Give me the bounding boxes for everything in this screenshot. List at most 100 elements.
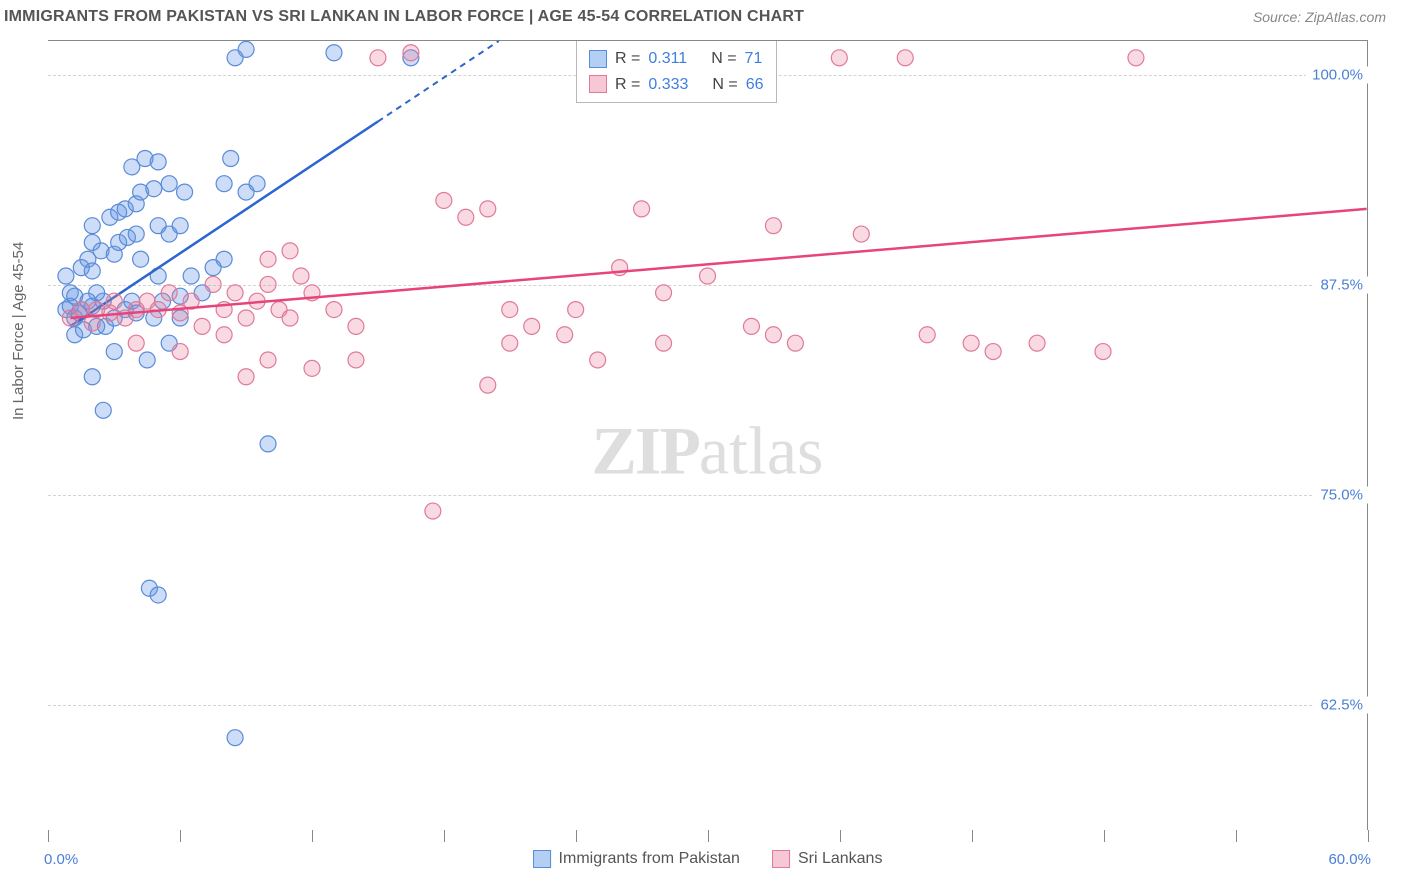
scatter-point-pakistan bbox=[139, 352, 155, 368]
scatter-point-srilanka bbox=[73, 302, 89, 318]
scatter-point-srilanka bbox=[524, 318, 540, 334]
scatter-point-srilanka bbox=[480, 377, 496, 393]
scatter-point-srilanka bbox=[106, 293, 122, 309]
scatter-point-srilanka bbox=[172, 344, 188, 360]
scatter-point-srilanka bbox=[238, 310, 254, 326]
scatter-point-srilanka bbox=[260, 276, 276, 292]
scatter-point-srilanka bbox=[348, 318, 364, 334]
x-tick bbox=[444, 830, 445, 842]
scatter-point-srilanka bbox=[656, 285, 672, 301]
n-label: N = bbox=[711, 46, 736, 72]
scatter-point-srilanka bbox=[765, 327, 781, 343]
r-value-srilanka: 0.333 bbox=[648, 72, 688, 98]
x-tick bbox=[48, 830, 49, 842]
scatter-point-srilanka bbox=[458, 209, 474, 225]
scatter-point-srilanka bbox=[787, 335, 803, 351]
scatter-point-pakistan bbox=[326, 45, 342, 61]
swatch-srilanka bbox=[589, 75, 607, 93]
swatch-pakistan bbox=[589, 50, 607, 68]
n-label: N = bbox=[712, 72, 737, 98]
scatter-point-pakistan bbox=[84, 218, 100, 234]
stats-row-pakistan: R = 0.311 N = 71 bbox=[589, 46, 764, 72]
n-value-pakistan: 71 bbox=[745, 46, 763, 72]
bottom-legend: Immigrants from PakistanSri Lankans bbox=[533, 850, 883, 868]
legend-swatch-pakistan bbox=[533, 850, 551, 868]
scatter-point-pakistan bbox=[238, 41, 254, 57]
scatter-point-srilanka bbox=[963, 335, 979, 351]
x-tick bbox=[840, 830, 841, 842]
scatter-point-srilanka bbox=[985, 344, 1001, 360]
scatter-point-srilanka bbox=[919, 327, 935, 343]
scatter-point-srilanka bbox=[293, 268, 309, 284]
scatter-point-srilanka bbox=[853, 226, 869, 242]
scatter-point-srilanka bbox=[238, 369, 254, 385]
scatter-point-srilanka bbox=[590, 352, 606, 368]
scatter-point-pakistan bbox=[249, 176, 265, 192]
scatter-point-srilanka bbox=[502, 335, 518, 351]
scatter-point-srilanka bbox=[502, 302, 518, 318]
trend-line-dashed-pakistan bbox=[378, 41, 499, 121]
scatter-point-srilanka bbox=[1128, 50, 1144, 66]
legend-swatch-srilanka bbox=[772, 850, 790, 868]
scatter-point-pakistan bbox=[205, 260, 221, 276]
scatter-point-srilanka bbox=[260, 352, 276, 368]
legend-item-srilanka: Sri Lankans bbox=[772, 850, 883, 868]
scatter-point-srilanka bbox=[656, 335, 672, 351]
scatter-point-srilanka bbox=[425, 503, 441, 519]
y-tick-label: 75.0% bbox=[1314, 486, 1369, 503]
scatter-point-pakistan bbox=[106, 344, 122, 360]
legend-label-srilanka: Sri Lankans bbox=[798, 850, 883, 868]
scatter-point-pakistan bbox=[227, 730, 243, 746]
scatter-point-pakistan bbox=[128, 226, 144, 242]
scatter-svg bbox=[48, 41, 1367, 830]
y-tick-label: 100.0% bbox=[1306, 66, 1369, 83]
scatter-point-srilanka bbox=[568, 302, 584, 318]
scatter-point-pakistan bbox=[161, 176, 177, 192]
scatter-point-srilanka bbox=[194, 318, 210, 334]
scatter-point-srilanka bbox=[282, 243, 298, 259]
x-axis-max-label: 60.0% bbox=[1328, 851, 1371, 868]
scatter-point-srilanka bbox=[634, 201, 650, 217]
scatter-point-srilanka bbox=[765, 218, 781, 234]
chart-title: IMMIGRANTS FROM PAKISTAN VS SRI LANKAN I… bbox=[4, 8, 804, 26]
scatter-point-srilanka bbox=[436, 192, 452, 208]
x-tick bbox=[1236, 830, 1237, 842]
scatter-point-srilanka bbox=[205, 276, 221, 292]
y-tick-label: 62.5% bbox=[1314, 696, 1369, 713]
scatter-point-srilanka bbox=[831, 50, 847, 66]
scatter-point-pakistan bbox=[223, 151, 239, 167]
scatter-point-srilanka bbox=[897, 50, 913, 66]
scatter-point-srilanka bbox=[282, 310, 298, 326]
scatter-point-srilanka bbox=[370, 50, 386, 66]
scatter-point-srilanka bbox=[1095, 344, 1111, 360]
scatter-point-srilanka bbox=[128, 335, 144, 351]
x-axis-min-label: 0.0% bbox=[44, 851, 78, 868]
scatter-point-srilanka bbox=[304, 360, 320, 376]
scatter-point-pakistan bbox=[183, 268, 199, 284]
chart-plot-area: ZIPatlas R = 0.311N = 71R = 0.333N = 66 … bbox=[48, 40, 1368, 830]
n-value-srilanka: 66 bbox=[746, 72, 764, 98]
scatter-point-pakistan bbox=[216, 176, 232, 192]
r-label: R = bbox=[615, 72, 640, 98]
x-tick bbox=[312, 830, 313, 842]
scatter-point-srilanka bbox=[743, 318, 759, 334]
scatter-point-srilanka bbox=[480, 201, 496, 217]
scatter-point-srilanka bbox=[403, 45, 419, 61]
r-label: R = bbox=[615, 46, 640, 72]
x-tick bbox=[1104, 830, 1105, 842]
scatter-point-pakistan bbox=[172, 218, 188, 234]
scatter-point-srilanka bbox=[260, 251, 276, 267]
x-tick bbox=[576, 830, 577, 842]
r-value-pakistan: 0.311 bbox=[648, 46, 687, 72]
scatter-point-pakistan bbox=[58, 268, 74, 284]
scatter-point-pakistan bbox=[95, 402, 111, 418]
scatter-point-pakistan bbox=[84, 369, 100, 385]
x-tick bbox=[708, 830, 709, 842]
scatter-point-pakistan bbox=[133, 251, 149, 267]
scatter-point-srilanka bbox=[326, 302, 342, 318]
scatter-point-srilanka bbox=[227, 285, 243, 301]
scatter-point-srilanka bbox=[557, 327, 573, 343]
scatter-point-srilanka bbox=[216, 327, 232, 343]
scatter-point-pakistan bbox=[177, 184, 193, 200]
scatter-point-srilanka bbox=[700, 268, 716, 284]
